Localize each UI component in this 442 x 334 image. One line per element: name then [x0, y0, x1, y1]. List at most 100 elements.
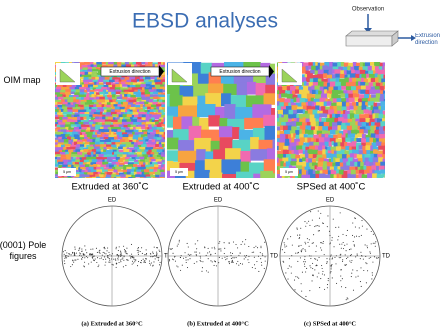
pole-dot — [324, 274, 325, 275]
pole-dot — [331, 268, 332, 269]
pole-dot — [81, 248, 82, 249]
pole-dot — [241, 244, 242, 245]
grain — [345, 138, 351, 142]
grain — [308, 130, 314, 135]
grain — [109, 155, 115, 158]
grain — [59, 147, 64, 150]
pole-dot — [346, 250, 347, 251]
grain — [313, 78, 318, 83]
grain — [373, 138, 377, 142]
grain — [346, 161, 350, 166]
pole-dot — [181, 255, 182, 256]
grain — [288, 114, 293, 119]
pole-dot — [123, 255, 124, 256]
pole-dot — [335, 263, 336, 264]
grain — [57, 94, 63, 97]
grain — [120, 139, 126, 142]
grain — [161, 97, 166, 100]
grain — [349, 98, 355, 103]
grain — [118, 147, 123, 150]
grain — [67, 100, 73, 103]
grain — [141, 62, 145, 65]
pole-dot — [109, 262, 110, 263]
pole-dot — [153, 261, 154, 262]
pole-dot — [74, 247, 75, 248]
grain — [76, 85, 82, 88]
grain — [63, 177, 69, 181]
pole-dot — [175, 261, 176, 262]
pole-dot — [330, 265, 331, 266]
pole-dot — [304, 221, 305, 222]
pole-dot — [214, 265, 215, 266]
grain — [70, 147, 76, 150]
pole-dot — [264, 242, 265, 243]
grain — [341, 62, 344, 67]
pole-dot — [333, 246, 334, 247]
pole-dot — [71, 254, 72, 255]
pole-dot — [65, 257, 66, 258]
pole-caption: (b) Extruded at 400°C — [187, 320, 249, 327]
pole-dot — [120, 259, 121, 260]
pole-dot — [231, 258, 232, 259]
pole-dot — [317, 276, 318, 277]
grain — [90, 62, 94, 65]
grain — [99, 119, 105, 122]
grain — [63, 109, 68, 112]
pole-dot — [254, 247, 255, 248]
pole-dot — [143, 259, 144, 260]
pole-dot — [202, 261, 203, 262]
pole-dot — [322, 273, 323, 274]
grain — [277, 106, 282, 111]
pole-dot — [135, 260, 136, 261]
pole-dot — [66, 252, 67, 253]
pole-dot — [361, 220, 362, 221]
pole-dot — [169, 259, 170, 260]
grain — [125, 139, 129, 142]
pole-dot — [324, 289, 325, 290]
grain — [96, 104, 102, 107]
grain — [90, 127, 95, 130]
pole-dot — [173, 259, 174, 260]
grain — [74, 127, 79, 130]
pole-dot — [363, 259, 364, 260]
grain — [302, 162, 307, 167]
grain — [58, 162, 64, 165]
pole-dot — [329, 243, 330, 244]
grain — [52, 92, 56, 96]
pole-dot — [99, 250, 100, 251]
grain — [136, 102, 140, 105]
grain — [128, 144, 134, 147]
pole-dot — [367, 247, 368, 248]
pole-dot — [115, 258, 116, 259]
pole-dot — [360, 281, 361, 282]
grain — [111, 92, 116, 95]
pole-dot — [208, 272, 209, 273]
pole-dot — [140, 251, 141, 252]
grain — [362, 146, 366, 151]
pole-dot — [304, 256, 305, 257]
pole-dot — [230, 252, 231, 253]
pole-dot — [137, 265, 138, 266]
pole-dot — [120, 256, 121, 257]
grain — [315, 105, 319, 110]
pole-dot — [98, 265, 99, 266]
grain — [342, 175, 348, 180]
pole-dot — [301, 291, 302, 292]
oim-map: 5 μmExtrusion direction — [157, 61, 289, 190]
grain — [358, 122, 362, 126]
grain — [123, 134, 129, 137]
grain — [53, 112, 58, 115]
pole-dot — [238, 265, 239, 266]
grain — [337, 98, 342, 102]
pole-dot — [297, 277, 298, 278]
grain — [296, 122, 302, 126]
grain — [384, 93, 390, 98]
pole-dot — [326, 263, 327, 264]
pole-dot — [118, 259, 119, 260]
pole-dot — [298, 245, 299, 246]
grain — [323, 73, 327, 78]
pole-dot — [145, 258, 146, 259]
pole-dot — [226, 258, 227, 259]
pole-dot — [310, 211, 311, 212]
pole-dot — [326, 258, 327, 259]
